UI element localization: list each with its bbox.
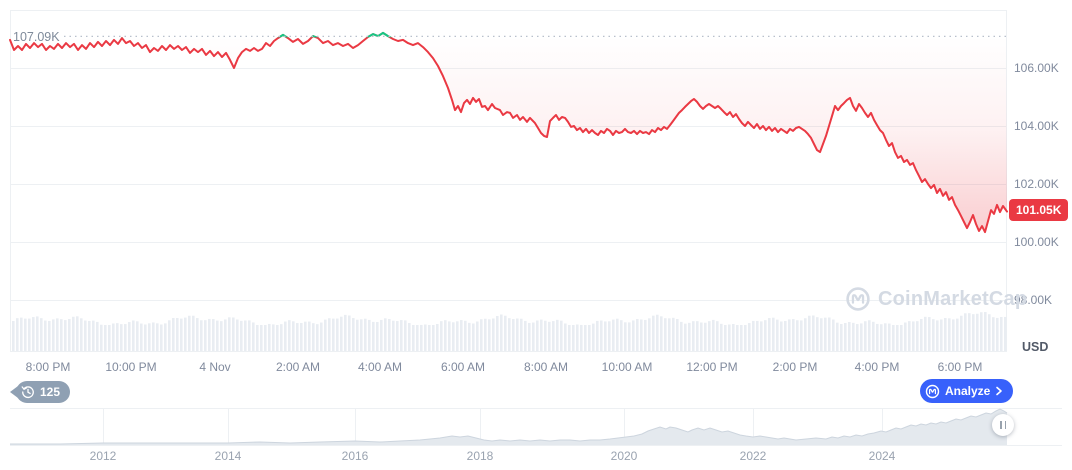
x-tick-label: 4:00 AM	[357, 360, 403, 374]
x-tick-label: 12:00 PM	[686, 360, 738, 374]
chevron-right-icon	[996, 386, 1003, 396]
year-tick-label: 2024	[868, 449, 896, 463]
x-tick-label: 2:00 AM	[275, 360, 321, 374]
y-tick-label: 102.00K	[1014, 177, 1059, 191]
year-tick-label: 2020	[610, 449, 638, 463]
x-tick-label: 8:00 PM	[25, 360, 71, 374]
previous-close-label: 107.09K	[13, 30, 60, 44]
current-price-badge: 101.05K	[1009, 199, 1069, 221]
year-tick-label: 2014	[214, 449, 242, 463]
x-tick-label: 4:00 PM	[854, 360, 900, 374]
y-tick-label: 100.00K	[1014, 235, 1059, 249]
x-tick-label: 6:00 PM	[937, 360, 983, 374]
x-tick-label: 2:00 PM	[772, 360, 818, 374]
history-count: 125	[40, 385, 61, 399]
year-tick-label: 2018	[466, 449, 494, 463]
coinmarketcap-logo-icon	[925, 384, 940, 398]
history-clock-icon	[21, 386, 34, 399]
x-tick-label: 10:00 AM	[601, 360, 653, 374]
year-tick-label: 2022	[739, 449, 767, 463]
y-tick-label: 106.00K	[1014, 61, 1059, 75]
history-count-badge[interactable]: 125	[16, 381, 71, 403]
x-tick-label: 10:00 PM	[105, 360, 157, 374]
y-tick-label: 104.00K	[1014, 119, 1059, 133]
navigator-handle[interactable]	[992, 414, 1014, 436]
coinmarketcap-logo-icon	[846, 287, 870, 311]
analyze-button[interactable]: Analyze	[920, 379, 1014, 403]
year-tick-label: 2012	[89, 449, 117, 463]
year-tick-label: 2016	[341, 449, 369, 463]
watermark: CoinMarketCap	[845, 286, 1027, 312]
y-tick-label: 98.00K	[1014, 293, 1053, 307]
watermark-text: CoinMarketCap	[878, 287, 1028, 310]
x-tick-label: 4 Nov	[199, 360, 231, 374]
x-tick-label: 6:00 AM	[440, 360, 486, 374]
currency-label: USD	[1022, 340, 1049, 354]
x-tick-label: 8:00 AM	[523, 360, 569, 374]
analyze-label: Analyze	[945, 384, 991, 398]
